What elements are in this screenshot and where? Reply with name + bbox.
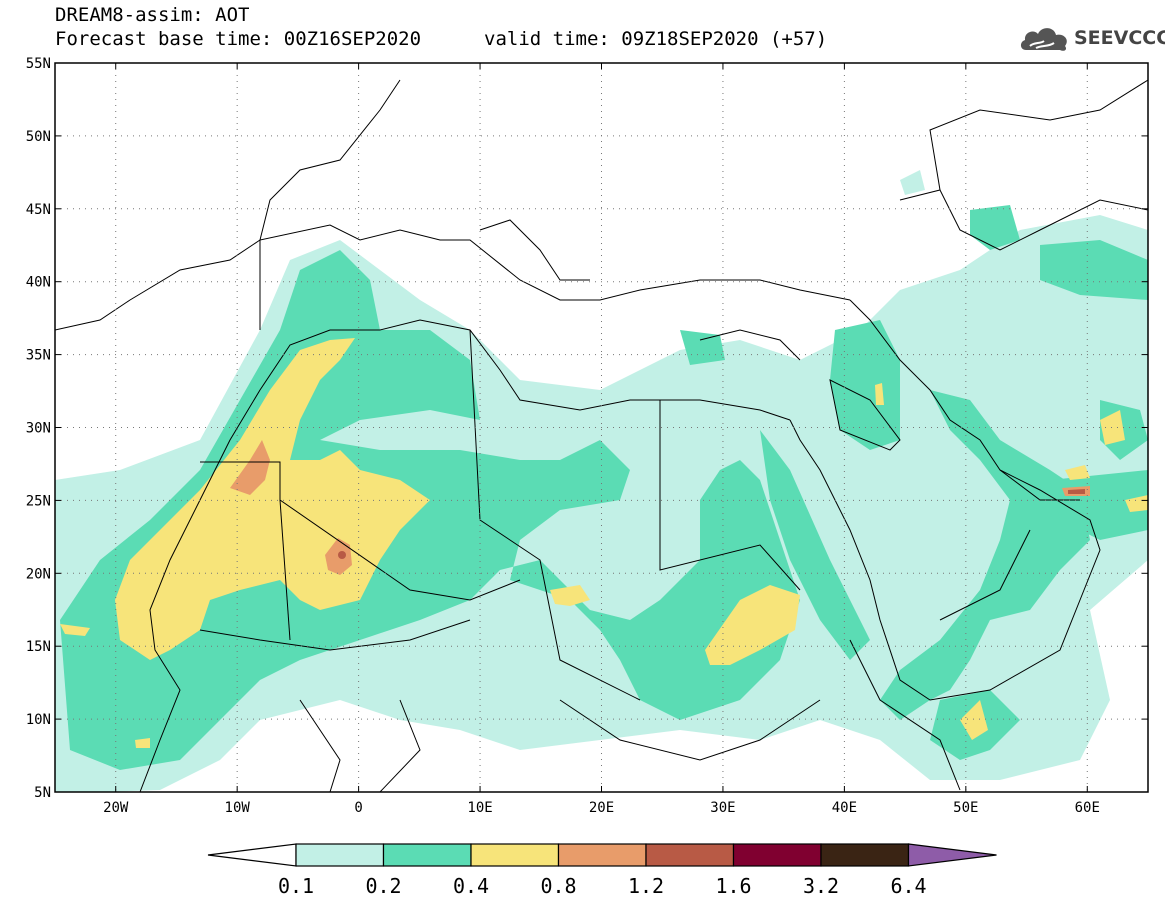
- lat-tick-label: 10N: [26, 712, 51, 728]
- lat-tick-label: 40N: [26, 275, 51, 291]
- aot-field: [55, 170, 1148, 792]
- lat-tick-label: 25N: [26, 493, 51, 509]
- lon-tick-label: 0: [354, 800, 362, 816]
- colorbar-label: 0.2: [365, 874, 401, 898]
- logo-text: SEEVCCC: [1074, 27, 1165, 49]
- lat-tick-label: 50N: [26, 129, 51, 145]
- colorbar-over-triangle: [907, 843, 997, 867]
- coastlines: [55, 79, 1148, 792]
- colorbar-segment: [557, 843, 647, 867]
- lon-tick-label: 50E: [953, 800, 978, 816]
- lon-tick-label: 20W: [103, 800, 129, 816]
- lon-tick-label: 30E: [710, 800, 735, 816]
- aot-level-0.4: [60, 338, 1148, 748]
- lon-tick-label: 20E: [589, 800, 614, 816]
- lat-tick-label: 30N: [26, 421, 51, 437]
- lat-tick-label: 20N: [26, 566, 51, 582]
- colorbar-under-triangle: [207, 843, 297, 867]
- latitude-ticks: 55N 50N 45N 40N 35N 30N 25N 20N 15N 10N 5N: [26, 56, 1148, 801]
- colorbar: 0.1 0.2 0.4 0.8 1.2 1.6 3.2 6.4: [207, 843, 997, 898]
- lon-tick-label: 40E: [832, 800, 857, 816]
- lat-tick-label: 55N: [26, 56, 51, 72]
- colorbar-label: 6.4: [890, 874, 926, 898]
- colorbar-segment: [470, 843, 560, 867]
- colorbar-label: 1.2: [628, 874, 664, 898]
- lat-tick-label: 35N: [26, 348, 51, 364]
- aot-level-1.2: [338, 489, 1085, 559]
- colorbar-label: 0.1: [278, 874, 314, 898]
- colorbar-label: 0.8: [540, 874, 576, 898]
- colorbar-label: 1.6: [715, 874, 751, 898]
- longitude-ticks: 20W 10W 0 10E 20E 30E 40E 50E 60E: [103, 63, 1100, 816]
- forecast-base-time: Forecast base time: 00Z16SEP2020: [55, 28, 422, 50]
- aot-level-0.2: [60, 205, 1148, 770]
- map-grid: [55, 63, 1148, 792]
- map-title: DREAM8-assim: AOT: [55, 4, 250, 26]
- colorbar-segment: [645, 843, 735, 867]
- lat-tick-label: 45N: [26, 202, 51, 218]
- lon-tick-label: 60E: [1075, 800, 1100, 816]
- colorbar-segment: [382, 843, 472, 867]
- seevccc-logo: SEEVCCC: [1018, 20, 1165, 56]
- colorbar-segment: [820, 843, 910, 867]
- valid-time: valid time: 09Z18SEP2020 (+57): [484, 28, 828, 50]
- colorbar-segment: [295, 843, 385, 867]
- lat-tick-label: 5N: [34, 785, 51, 801]
- lat-tick-label: 15N: [26, 639, 51, 655]
- colorbar-segment: [732, 843, 822, 867]
- colorbar-label: 3.2: [803, 874, 839, 898]
- colorbar-label: 0.4: [453, 874, 489, 898]
- lon-tick-label: 10W: [225, 800, 251, 816]
- cloud-logo-icon: [1020, 28, 1067, 51]
- lon-tick-label: 10E: [467, 800, 492, 816]
